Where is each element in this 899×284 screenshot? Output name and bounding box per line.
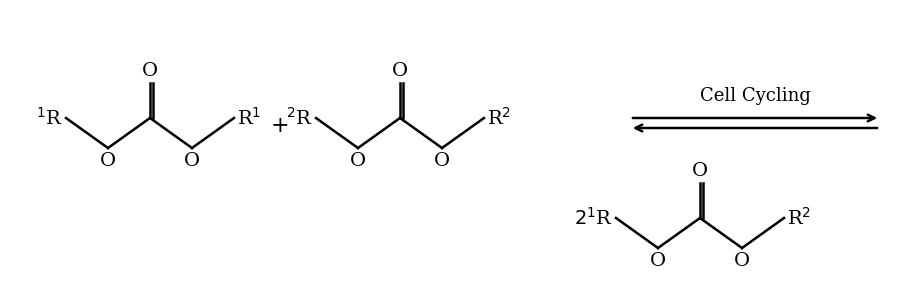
Text: O: O [650, 252, 666, 270]
Text: O: O [434, 152, 450, 170]
Text: +: + [271, 115, 289, 137]
Text: R$^{1}$: R$^{1}$ [237, 107, 262, 129]
Text: O: O [350, 152, 366, 170]
Text: Cell Cycling: Cell Cycling [699, 87, 810, 105]
Text: O: O [142, 62, 158, 80]
Text: O: O [184, 152, 200, 170]
Text: R$^{2}$: R$^{2}$ [787, 207, 811, 229]
Text: $^{2}$R: $^{2}$R [287, 107, 313, 129]
Text: O: O [100, 152, 116, 170]
Text: O: O [692, 162, 708, 180]
Text: O: O [392, 62, 408, 80]
Text: O: O [734, 252, 750, 270]
Text: $^{1}$R: $^{1}$R [37, 107, 63, 129]
Text: $2^{1}$R: $2^{1}$R [574, 207, 613, 229]
Text: R$^{2}$: R$^{2}$ [487, 107, 512, 129]
